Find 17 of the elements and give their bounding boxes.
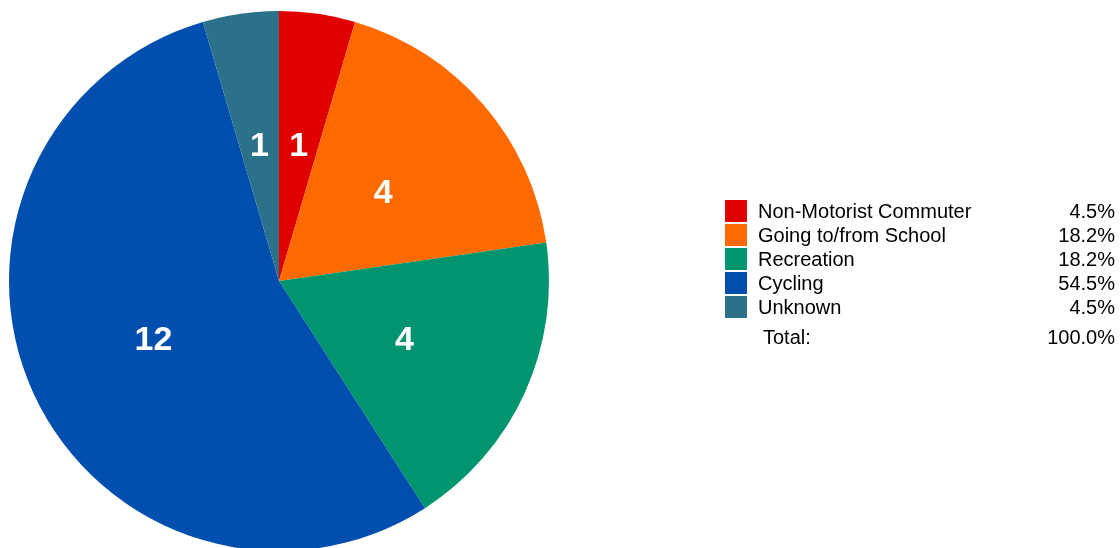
text: 100.0%: [1047, 326, 1116, 348]
text: 18.2%: [1058, 248, 1116, 270]
data-label: 12: [134, 319, 173, 358]
legend-label: Cycling: [758, 272, 824, 294]
legend-label: Recreation: [758, 248, 855, 270]
text: 4.5%: [1069, 200, 1116, 222]
text: 54.5%: [1058, 272, 1116, 294]
text: 4.5%: [1069, 296, 1116, 318]
data-label: 4: [395, 319, 415, 358]
data-label: 1: [289, 125, 309, 164]
text: 18.2%: [1058, 224, 1116, 246]
data-label: 1: [249, 125, 269, 164]
legend-label: Unknown: [758, 296, 842, 318]
text: Total:: [763, 326, 811, 348]
legend-label: Going to/from School: [758, 224, 946, 246]
legend-label: Non-Motorist Commuter: [758, 200, 972, 222]
data-label: 4: [373, 171, 393, 210]
